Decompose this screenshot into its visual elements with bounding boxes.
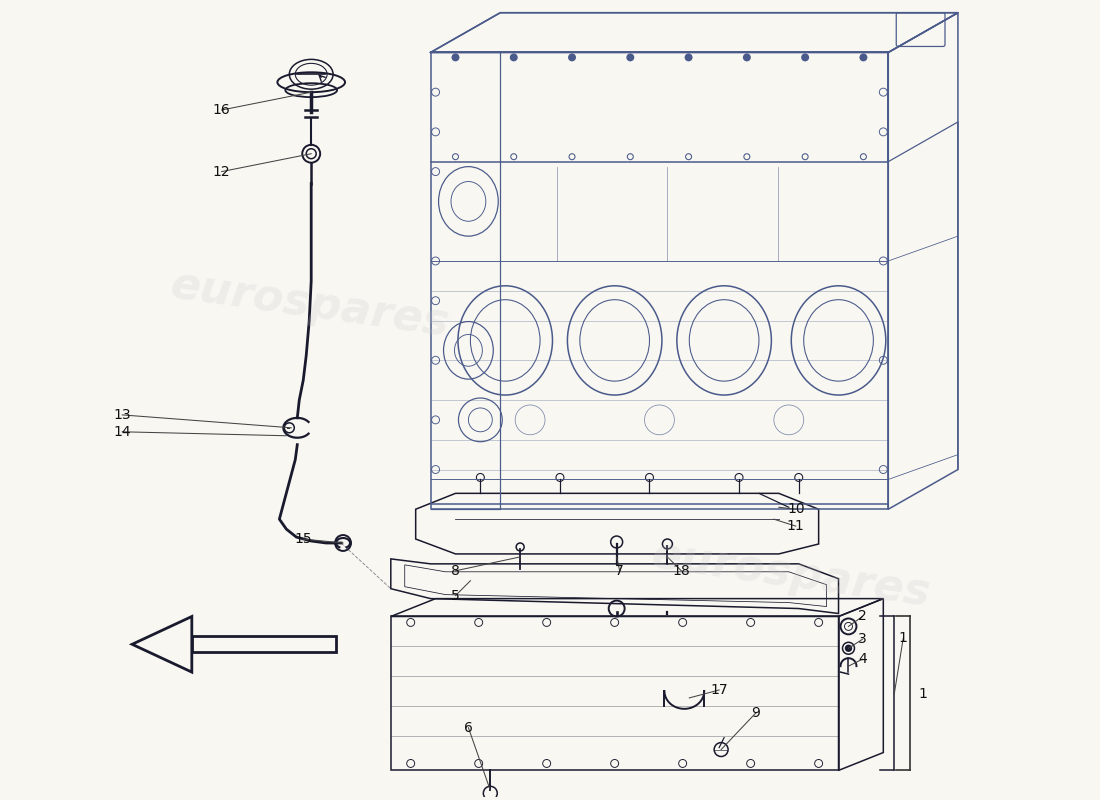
Circle shape bbox=[742, 54, 751, 62]
Circle shape bbox=[626, 54, 635, 62]
Circle shape bbox=[684, 54, 693, 62]
Text: 17: 17 bbox=[711, 683, 728, 697]
Text: 8: 8 bbox=[451, 564, 460, 578]
Text: 6: 6 bbox=[464, 721, 473, 734]
Text: 9: 9 bbox=[751, 706, 760, 720]
Text: 11: 11 bbox=[786, 519, 804, 533]
Text: 1: 1 bbox=[899, 631, 907, 646]
Circle shape bbox=[846, 646, 851, 651]
Text: eurospares: eurospares bbox=[649, 534, 933, 616]
Text: 13: 13 bbox=[113, 408, 131, 422]
Circle shape bbox=[801, 54, 810, 62]
Text: 18: 18 bbox=[672, 564, 690, 578]
Text: 15: 15 bbox=[295, 532, 312, 546]
Circle shape bbox=[509, 54, 518, 62]
Circle shape bbox=[451, 54, 460, 62]
Text: 2: 2 bbox=[858, 610, 867, 623]
Text: 4: 4 bbox=[858, 652, 867, 666]
Text: 5: 5 bbox=[451, 589, 460, 602]
Text: 16: 16 bbox=[212, 103, 231, 117]
Text: 3: 3 bbox=[858, 632, 867, 646]
Text: 7: 7 bbox=[615, 564, 624, 578]
Text: 1: 1 bbox=[918, 687, 927, 701]
Text: 12: 12 bbox=[213, 165, 231, 178]
Text: 10: 10 bbox=[786, 502, 804, 516]
Text: 14: 14 bbox=[113, 425, 131, 438]
Text: eurospares: eurospares bbox=[167, 264, 451, 346]
Circle shape bbox=[568, 54, 576, 62]
Circle shape bbox=[859, 54, 868, 62]
